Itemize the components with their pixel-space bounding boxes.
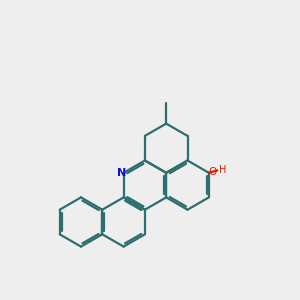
Text: O: O <box>208 167 217 177</box>
Text: H: H <box>219 165 227 175</box>
Text: N: N <box>118 168 127 178</box>
